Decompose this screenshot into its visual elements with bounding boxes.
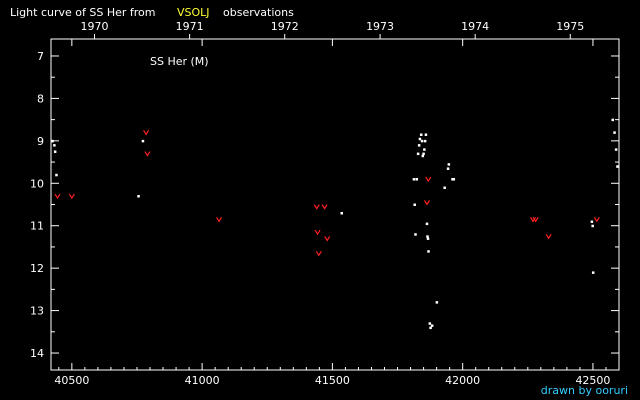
observation-point xyxy=(443,186,446,190)
data-points xyxy=(51,118,619,330)
fainter-than-mark xyxy=(54,193,61,200)
y-tick-label: 11 xyxy=(30,220,44,233)
observation-point xyxy=(591,224,594,228)
y-tick-label: 13 xyxy=(30,305,44,318)
observation-point xyxy=(51,139,54,143)
axis-ticks: 40500 41000 41500 42000 42500 1970 1971 1972 197… xyxy=(30,20,620,387)
year-tick-label: 1971 xyxy=(176,20,204,33)
observation-point xyxy=(413,203,416,206)
observation-point xyxy=(430,324,434,327)
observation-point xyxy=(446,167,450,170)
header-prefix: Light curve of SS Her from xyxy=(10,6,155,19)
fainter-than-mark xyxy=(324,236,331,242)
observation-point xyxy=(426,235,429,238)
observation-point xyxy=(421,154,425,158)
observation-point xyxy=(418,137,422,141)
fainter-than-mark xyxy=(593,217,600,223)
fainter-than-mark xyxy=(423,200,430,206)
fainter-than-mark xyxy=(216,217,223,223)
observation-point xyxy=(414,233,417,236)
observation-point xyxy=(141,139,145,143)
fainter-than-mark xyxy=(425,176,432,183)
observation-point xyxy=(53,150,57,153)
fainter-than-mark xyxy=(68,193,75,200)
x-tick-label: 41000 xyxy=(185,374,220,387)
y-tick-label: 8 xyxy=(37,92,44,105)
fainter-than-mark xyxy=(530,217,537,223)
observation-point xyxy=(590,220,594,223)
fainter-than-mark xyxy=(315,250,322,257)
observation-point xyxy=(423,139,427,143)
year-tick-label: 1972 xyxy=(271,20,299,33)
observation-point xyxy=(426,237,430,240)
y-tick-label: 10 xyxy=(30,177,44,190)
y-tick-label: 14 xyxy=(30,347,44,360)
observation-point xyxy=(613,131,616,134)
fainter-than-mark xyxy=(545,234,552,240)
observation-point xyxy=(340,211,344,215)
year-tick-label: 1975 xyxy=(556,20,584,33)
observation-point xyxy=(137,195,140,198)
credit-label: drawn by ooruri xyxy=(541,384,628,397)
year-tick-label: 1974 xyxy=(461,20,489,33)
observation-point xyxy=(422,152,425,156)
observation-point xyxy=(447,163,451,166)
observation-point xyxy=(429,326,432,330)
observation-point xyxy=(451,178,454,181)
y-tick-label: 12 xyxy=(30,262,44,275)
observation-point xyxy=(416,152,420,156)
fainter-than-mark xyxy=(313,204,320,210)
chart-title: SS Her (M) xyxy=(150,55,209,68)
fainter-than-mark xyxy=(144,151,151,157)
x-tick-label: 41500 xyxy=(315,374,350,387)
observation-point xyxy=(417,144,421,147)
observation-point xyxy=(55,173,58,177)
observation-point xyxy=(452,178,456,181)
y-tick-label: 7 xyxy=(37,50,44,63)
observation-point xyxy=(427,250,430,253)
observation-point xyxy=(614,148,618,151)
year-tick-label: 1970 xyxy=(81,20,109,33)
observation-point xyxy=(591,271,595,274)
header-source: VSOLJ xyxy=(177,6,210,19)
observation-point xyxy=(420,139,424,143)
header-suffix: observations xyxy=(223,6,294,19)
fainter-than-mark xyxy=(143,130,150,136)
observation-point xyxy=(53,144,56,147)
observation-point xyxy=(424,133,428,136)
year-tick-label: 1973 xyxy=(366,20,394,33)
fainter-than-mark xyxy=(532,217,539,223)
observation-point xyxy=(415,178,419,181)
observation-point xyxy=(611,118,614,122)
observation-point xyxy=(428,322,432,325)
x-tick-label: 40500 xyxy=(54,374,89,387)
observation-point xyxy=(435,301,439,304)
fainter-than-mark xyxy=(321,204,328,210)
observation-point xyxy=(423,148,426,151)
header-text: Light curve of SS Her from VSOLJ observa… xyxy=(10,6,294,19)
observation-point xyxy=(425,222,429,226)
x-tick-label: 42500 xyxy=(575,374,610,387)
x-tick-label: 42000 xyxy=(445,374,480,387)
observation-point xyxy=(616,165,619,168)
fainter-than-mark xyxy=(314,229,321,236)
observation-point xyxy=(412,178,416,181)
y-tick-label: 9 xyxy=(37,135,44,148)
observation-point xyxy=(419,133,423,136)
